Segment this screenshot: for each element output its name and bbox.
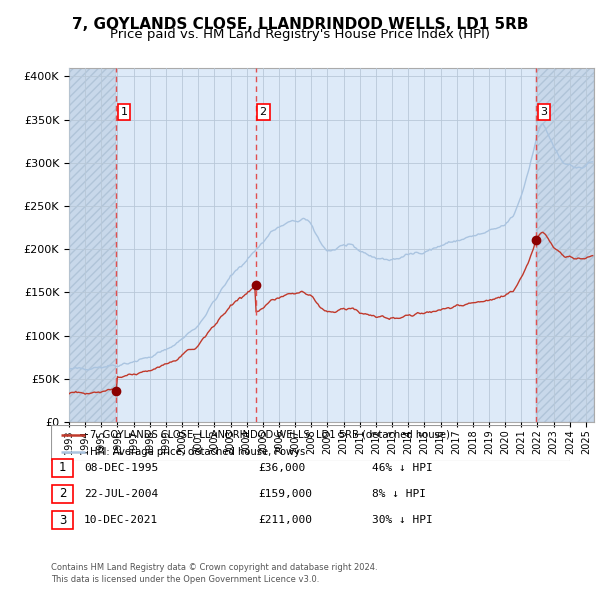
Text: Price paid vs. HM Land Registry's House Price Index (HPI): Price paid vs. HM Land Registry's House … (110, 28, 490, 41)
Text: 7, GOYLANDS CLOSE, LLANDRINDOD WELLS, LD1 5RB (detached house): 7, GOYLANDS CLOSE, LLANDRINDOD WELLS, LD… (90, 430, 450, 440)
Text: 3: 3 (541, 107, 548, 117)
Bar (69, 68, 116, 422)
Text: 1: 1 (121, 107, 128, 117)
Text: 8% ↓ HPI: 8% ↓ HPI (372, 489, 426, 499)
Text: 3: 3 (59, 514, 66, 527)
Text: 10-DEC-2021: 10-DEC-2021 (84, 516, 158, 525)
Text: 1: 1 (59, 461, 66, 474)
Text: 2: 2 (59, 487, 66, 500)
Text: 08-DEC-1995: 08-DEC-1995 (84, 463, 158, 473)
Text: HPI: Average price, detached house, Powys: HPI: Average price, detached house, Powy… (90, 447, 305, 457)
Bar (536, 68, 594, 422)
Text: 30% ↓ HPI: 30% ↓ HPI (372, 516, 433, 525)
Text: 46% ↓ HPI: 46% ↓ HPI (372, 463, 433, 473)
Text: 7, GOYLANDS CLOSE, LLANDRINDOD WELLS, LD1 5RB: 7, GOYLANDS CLOSE, LLANDRINDOD WELLS, LD… (72, 17, 528, 31)
Bar (69, 68, 116, 422)
Text: 2: 2 (260, 107, 267, 117)
Text: £159,000: £159,000 (258, 489, 312, 499)
Text: Contains HM Land Registry data © Crown copyright and database right 2024.: Contains HM Land Registry data © Crown c… (51, 563, 377, 572)
Text: 22-JUL-2004: 22-JUL-2004 (84, 489, 158, 499)
Bar (536, 68, 594, 422)
Text: £36,000: £36,000 (258, 463, 305, 473)
Text: This data is licensed under the Open Government Licence v3.0.: This data is licensed under the Open Gov… (51, 575, 319, 584)
Text: £211,000: £211,000 (258, 516, 312, 525)
